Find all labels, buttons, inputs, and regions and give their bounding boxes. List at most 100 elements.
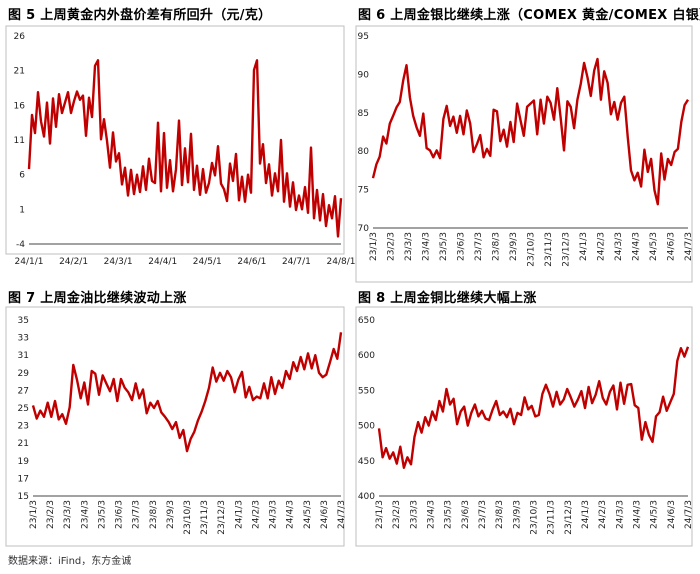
y-tick-label: 70 — [358, 224, 370, 234]
x-tick-label: 23/4/3 — [422, 232, 432, 261]
y-tick-label: 35 — [18, 316, 29, 326]
x-tick-label: 23/12/3 — [564, 500, 574, 535]
x-tick-label: 23/2/3 — [387, 232, 397, 261]
chart-frame — [355, 25, 693, 283]
x-tick-label: 23/6/3 — [115, 500, 125, 529]
x-tick-label: 23/11/3 — [200, 500, 210, 535]
y-tick-label: 600 — [358, 351, 375, 361]
x-tick-label: 24/6/1 — [237, 257, 266, 267]
x-tick-label: 23/4/3 — [80, 500, 90, 529]
x-tick-label: 24/3/3 — [615, 500, 625, 529]
y-tick-label: 17 — [18, 474, 29, 484]
x-tick-label: 23/12/3 — [562, 232, 572, 267]
x-tick-label: 23/12/3 — [217, 500, 227, 535]
x-tick-label: 24/7/3 — [337, 500, 347, 529]
chart-frame — [5, 306, 345, 547]
y-tick-label: 11 — [14, 136, 25, 146]
y-tick-label: 27 — [18, 386, 29, 396]
x-tick-label: 24/6/3 — [320, 500, 330, 529]
y-tick-label: 80 — [358, 147, 370, 157]
x-tick-label: 23/9/3 — [509, 232, 519, 261]
x-tick-label: 23/7/3 — [478, 500, 488, 529]
x-tick-label: 23/6/3 — [461, 500, 471, 529]
x-tick-label: 24/2/3 — [251, 500, 261, 529]
x-tick-label: 24/5/3 — [303, 500, 313, 529]
chart-frame — [5, 25, 345, 255]
series-line — [371, 57, 690, 206]
chart-frame — [355, 306, 693, 547]
y-tick-label: 85 — [358, 109, 369, 119]
x-tick-label: 23/8/3 — [495, 500, 505, 529]
x-tick-label: 24/2/3 — [598, 500, 608, 529]
chart-title-fig5: 图 5 上周黄金内外盘价差有所回升（元/克） — [8, 8, 272, 23]
y-tick-label: 21 — [18, 439, 29, 449]
x-tick-label: 24/5/1 — [193, 257, 222, 267]
y-tick-label: 95 — [358, 32, 369, 42]
x-tick-label: 23/11/3 — [547, 500, 557, 535]
chart-title-fig6: 图 6 上周金银比继续上涨（COMEX 黄金/COMEX 白银） — [358, 8, 700, 23]
y-tick-label: 75 — [358, 186, 369, 196]
x-tick-label: 23/10/3 — [183, 500, 193, 535]
x-tick-label: 24/2/1 — [59, 257, 88, 267]
x-tick-label: 24/8/1 — [327, 257, 356, 267]
y-tick-label: 500 — [358, 422, 375, 432]
x-tick-label: 23/11/3 — [544, 232, 554, 267]
x-tick-label: 23/10/3 — [527, 232, 537, 267]
x-tick-label: 23/3/3 — [404, 232, 414, 261]
x-tick-label: 23/8/3 — [492, 232, 502, 261]
x-tick-label: 24/7/3 — [684, 232, 694, 261]
y-tick-label: 31 — [18, 351, 29, 361]
x-tick-label: 23/2/3 — [392, 500, 402, 529]
x-tick-label: 24/1/1 — [15, 257, 44, 267]
series-line — [377, 346, 690, 469]
y-tick-label: 26 — [14, 32, 26, 42]
chart-title-fig8: 图 8 上周金铜比继续大幅上涨 — [358, 291, 537, 306]
x-tick-label: 23/6/3 — [457, 232, 467, 261]
x-tick-label: 23/5/3 — [97, 500, 107, 529]
x-tick-label: 24/7/1 — [282, 257, 311, 267]
x-tick-label: 23/1/3 — [29, 500, 39, 529]
x-tick-label: 23/4/3 — [427, 500, 437, 529]
y-tick-label: 650 — [358, 316, 375, 326]
x-tick-label: 24/3/3 — [269, 500, 279, 529]
x-tick-label: 23/9/3 — [512, 500, 522, 529]
x-tick-label: 24/5/3 — [650, 500, 660, 529]
x-tick-label: 24/4/3 — [286, 500, 296, 529]
y-tick-label: 33 — [18, 334, 29, 344]
y-tick-label: 23 — [18, 422, 29, 432]
x-tick-label: 24/1/3 — [234, 500, 244, 529]
x-tick-label: 24/4/3 — [633, 500, 643, 529]
x-tick-label: 24/7/3 — [684, 500, 694, 529]
y-tick-label: 1 — [19, 205, 25, 215]
x-tick-label: 24/3/3 — [614, 232, 624, 261]
y-tick-label: 6 — [19, 171, 25, 181]
y-tick-label: 25 — [18, 404, 29, 414]
x-tick-label: 24/6/3 — [667, 500, 677, 529]
data-source-note: 数据来源：iFind，东方金诚 — [8, 556, 132, 567]
x-tick-label: 23/3/3 — [63, 500, 73, 529]
y-tick-label: 450 — [358, 457, 375, 467]
y-tick-label: 550 — [358, 386, 375, 396]
x-tick-label: 24/4/1 — [148, 257, 177, 267]
x-tick-label: 23/1/3 — [369, 232, 379, 261]
chart-title-fig7: 图 7 上周金油比继续波动上涨 — [8, 291, 187, 306]
x-tick-label: 24/2/3 — [597, 232, 607, 261]
x-tick-label: 23/5/3 — [444, 500, 454, 529]
x-tick-label: 24/4/3 — [632, 232, 642, 261]
x-tick-label: 23/7/3 — [132, 500, 142, 529]
y-tick-label: 16 — [14, 101, 26, 111]
x-tick-label: 23/3/3 — [409, 500, 419, 529]
y-tick-label: 29 — [18, 369, 30, 379]
y-tick-label: 21 — [14, 67, 25, 77]
y-tick-label: 400 — [358, 492, 375, 502]
y-tick-label: 90 — [358, 70, 370, 80]
x-tick-label: 24/3/1 — [104, 257, 133, 267]
x-tick-label: 24/1/3 — [579, 232, 589, 261]
x-tick-label: 23/7/3 — [474, 232, 484, 261]
x-tick-label: 23/10/3 — [530, 500, 540, 535]
x-tick-label: 23/2/3 — [46, 500, 56, 529]
